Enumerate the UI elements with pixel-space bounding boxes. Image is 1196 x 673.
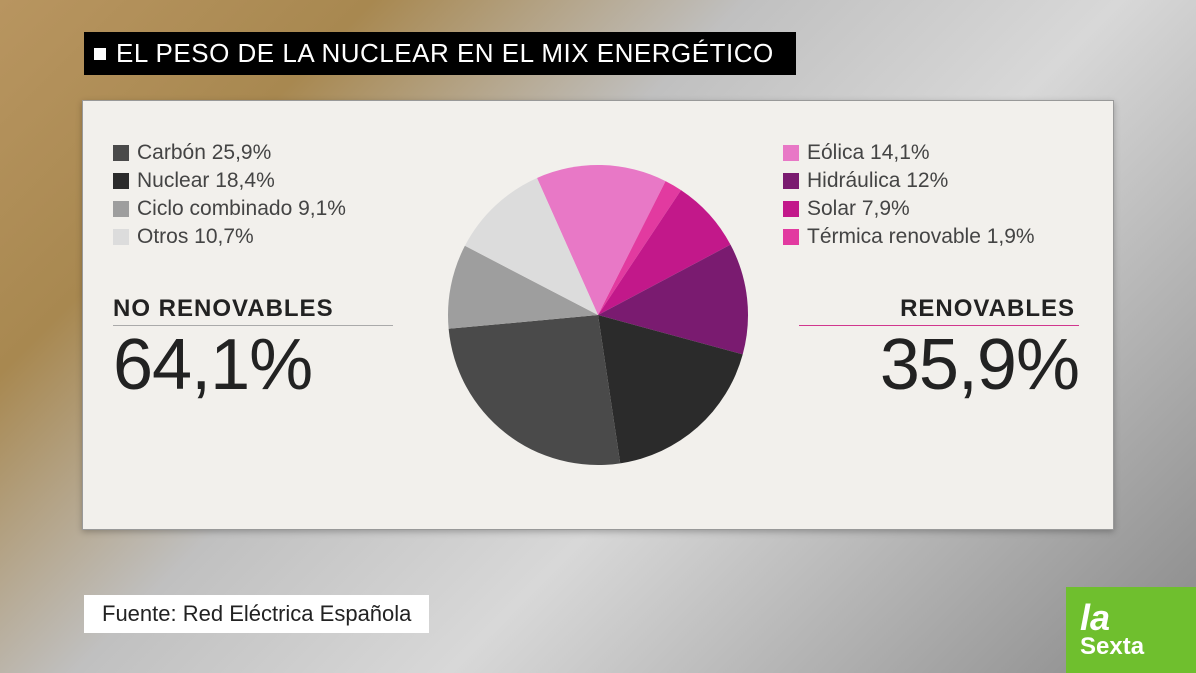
- group-label-renewables: RENOVABLES: [783, 295, 1113, 323]
- title-bullet-icon: [94, 48, 106, 60]
- logo-line2: Sexta: [1080, 636, 1144, 658]
- pie-container: [423, 101, 773, 529]
- source-label: Fuente: Red Eléctrica Española: [84, 595, 429, 633]
- legend-item: Carbón 25,9%: [113, 141, 423, 165]
- legend-item: Otros 10,7%: [113, 225, 423, 249]
- total-renewables: 35,9%: [783, 324, 1113, 406]
- right-column: Eólica 14,1% Hidráulica 12% Solar 7,9% Térm…: [773, 101, 1113, 529]
- legend-renewables: Eólica 14,1% Hidráulica 12% Solar 7,9% Térm…: [783, 141, 1113, 249]
- legend-swatch-icon: [783, 145, 799, 161]
- logo-line1: la: [1080, 602, 1110, 634]
- legend-item: Nuclear 18,4%: [113, 169, 423, 193]
- channel-logo: la Sexta: [1066, 587, 1196, 673]
- legend-swatch-icon: [783, 229, 799, 245]
- legend-item: Hidráulica 12%: [783, 169, 1113, 193]
- legend-swatch-icon: [113, 145, 129, 161]
- legend-label: Nuclear 18,4%: [137, 169, 275, 193]
- legend-label: Térmica renovable 1,9%: [807, 225, 1035, 249]
- legend-item: Eólica 14,1%: [783, 141, 1113, 165]
- legend-swatch-icon: [113, 229, 129, 245]
- legend-swatch-icon: [113, 173, 129, 189]
- total-nonrenewables: 64,1%: [113, 324, 423, 406]
- title-bar: EL PESO DE LA NUCLEAR EN EL MIX ENERGÉTI…: [84, 32, 796, 75]
- legend-item: Térmica renovable 1,9%: [783, 225, 1113, 249]
- legend-label: Solar 7,9%: [807, 197, 910, 221]
- group-label-nonrenewables: NO RENOVABLES: [113, 295, 423, 323]
- legend-label: Carbón 25,9%: [137, 141, 271, 165]
- legend-label: Ciclo combinado 9,1%: [137, 197, 346, 221]
- left-column: Carbón 25,9% Nuclear 18,4% Ciclo combinado…: [83, 101, 423, 529]
- pie-slice: [449, 315, 621, 465]
- title-text: EL PESO DE LA NUCLEAR EN EL MIX ENERGÉTI…: [116, 38, 774, 69]
- legend-swatch-icon: [783, 173, 799, 189]
- legend-label: Otros 10,7%: [137, 225, 254, 249]
- legend-item: Solar 7,9%: [783, 197, 1113, 221]
- legend-nonrenewables: Carbón 25,9% Nuclear 18,4% Ciclo combinado…: [113, 141, 423, 249]
- legend-item: Ciclo combinado 9,1%: [113, 197, 423, 221]
- chart-card: Carbón 25,9% Nuclear 18,4% Ciclo combinado…: [82, 100, 1114, 530]
- pie-chart: [433, 150, 763, 480]
- legend-label: Eólica 14,1%: [807, 141, 930, 165]
- legend-swatch-icon: [113, 201, 129, 217]
- legend-label: Hidráulica 12%: [807, 169, 948, 193]
- legend-swatch-icon: [783, 201, 799, 217]
